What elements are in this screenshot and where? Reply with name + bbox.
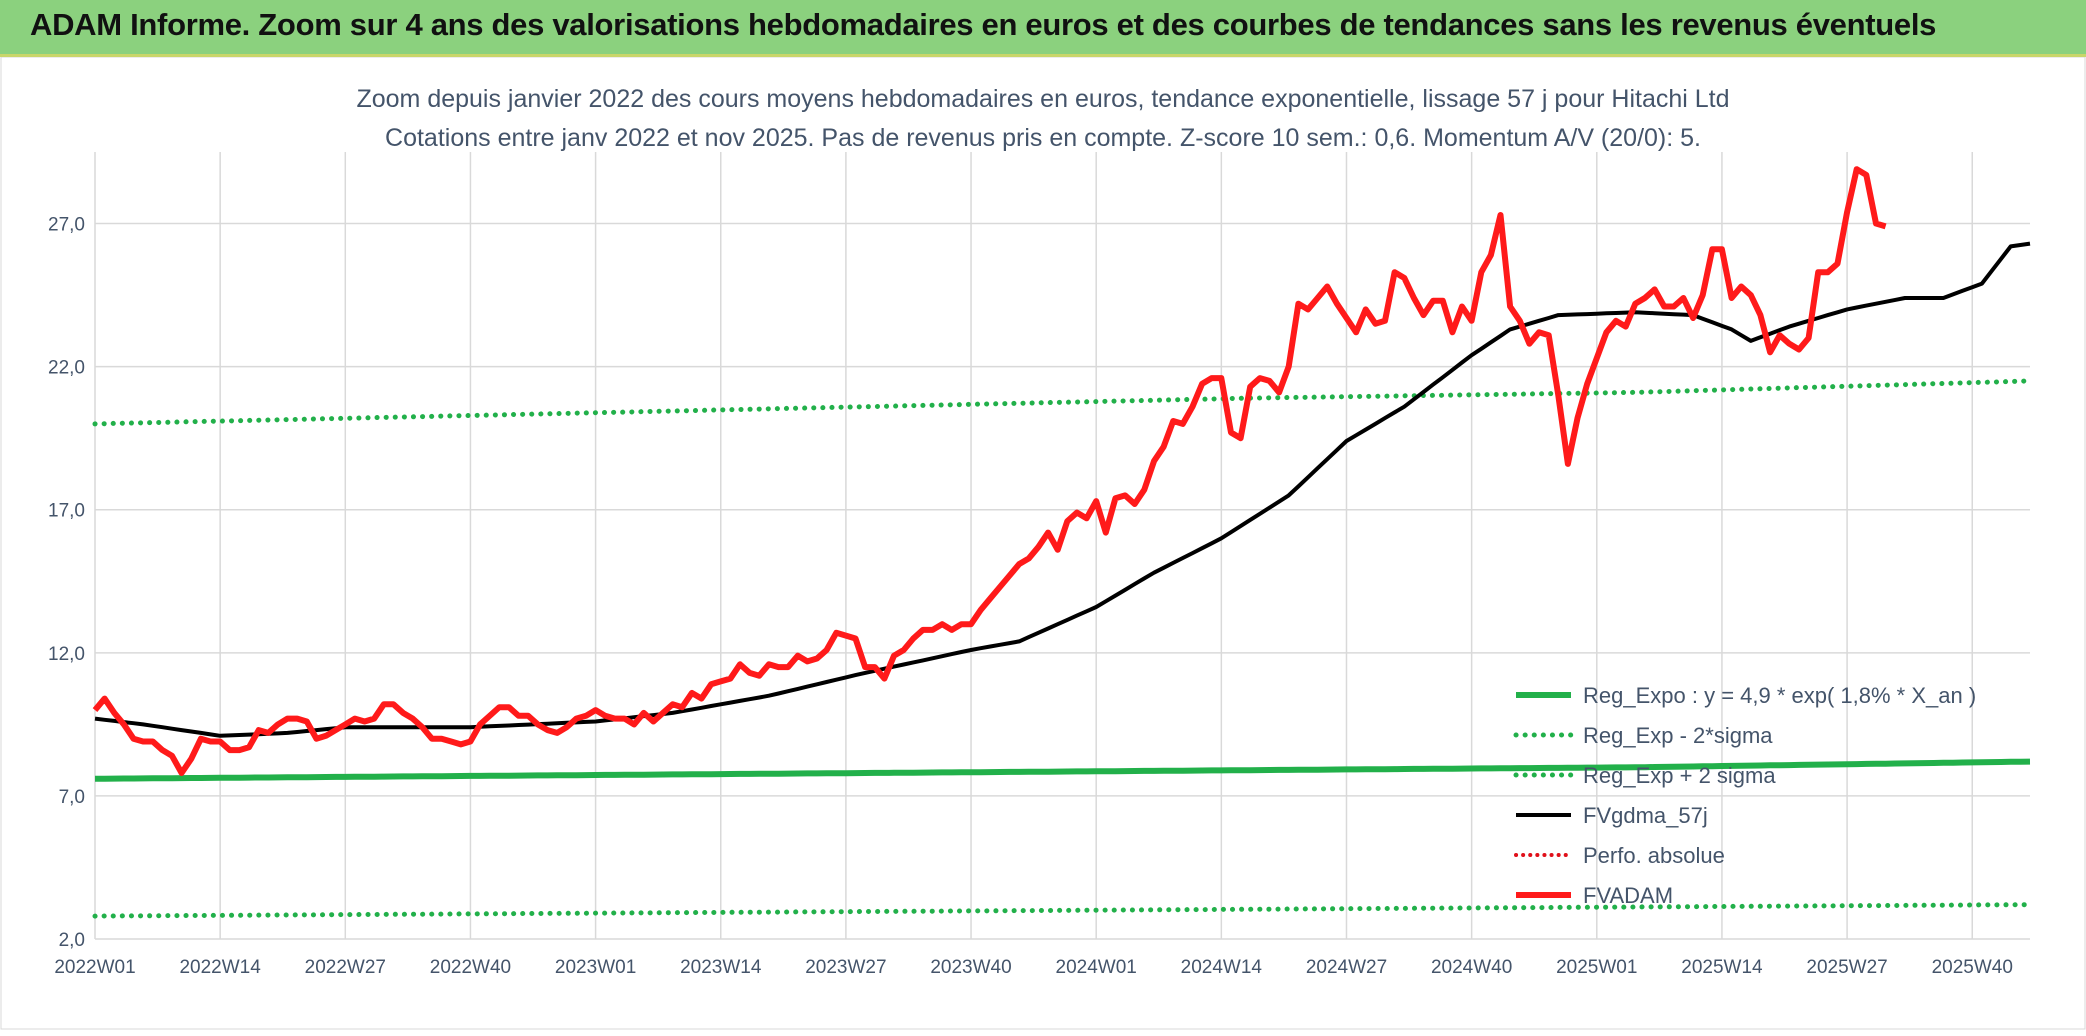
legend-label: Perfo. absolue: [1583, 843, 1725, 868]
series-line-fvadam: [92, 166, 1887, 776]
x-tick-label: 2025W40: [1932, 957, 2013, 978]
legend: Reg_Expo : y = 4,9 * exp( 1,8% * X_an ) R…: [1513, 683, 1976, 908]
x-tick-label: 2023W27: [805, 957, 886, 978]
y-tick-label: 27,0: [48, 215, 85, 236]
legend-label: Reg_Expo : y = 4,9 * exp( 1,8% * X_an ): [1583, 683, 1976, 708]
chart-area: Zoom depuis janvier 2022 des cours moyen…: [0, 56, 2086, 1031]
x-tick-label: 2022W14: [179, 957, 261, 978]
series-group: [92, 166, 2033, 919]
y-tick-label: 7,0: [59, 787, 85, 808]
x-tick-label: 2022W01: [54, 957, 135, 978]
y-tick-label: 22,0: [48, 358, 85, 379]
legend-label: FVADAM: [1583, 883, 1673, 908]
series-line-reg-expo-y-4-9-exp-1-8-x-an: [95, 758, 2031, 782]
series-line-fvgdma-57j: [94, 241, 2031, 738]
x-tick-label: 2024W27: [1306, 957, 1387, 978]
legend-label: Reg_Exp - 2*sigma: [1583, 723, 1773, 748]
x-tick-label: 2025W01: [1556, 957, 1637, 978]
legend-label: FVgdma_57j: [1583, 803, 1708, 828]
header-banner: ADAM Informe. Zoom sur 4 ans des valoris…: [0, 0, 2086, 57]
x-tick-label: 2025W27: [1806, 957, 1887, 978]
x-tick-label: 2025W14: [1681, 957, 1763, 978]
y-axis: 2,0 7,0 12,0 17,0 22,0 27,0: [48, 215, 85, 951]
x-tick-label: 2022W40: [430, 957, 511, 978]
chart-subtitle: Cotations entre janv 2022 et nov 2025. P…: [385, 124, 1701, 152]
x-axis: 2022W01 2022W14 2022W27 2022W40 2023W01 2023W…: [54, 957, 2013, 978]
chart-title: Zoom depuis janvier 2022 des cours moyen…: [356, 85, 1729, 113]
x-tick-label: 2024W14: [1181, 957, 1263, 978]
line-chart: Zoom depuis janvier 2022 des cours moyen…: [0, 56, 2086, 1030]
series-line-reg-exp-2-sigma: [92, 902, 2033, 919]
banner-title: ADAM Informe. Zoom sur 4 ans des valoris…: [30, 7, 1937, 42]
x-tick-label: 2023W40: [930, 957, 1011, 978]
x-tick-label: 2024W40: [1431, 957, 1512, 978]
x-tick-label: 2023W14: [680, 957, 762, 978]
y-tick-label: 2,0: [59, 930, 85, 951]
series-line-reg-exp-2-sigma: [92, 378, 2033, 427]
y-tick-label: 17,0: [48, 501, 85, 522]
gridlines: [94, 152, 2030, 940]
x-tick-label: 2023W01: [555, 957, 636, 978]
y-tick-label: 12,0: [48, 644, 85, 665]
x-tick-label: 2024W01: [1056, 957, 1137, 978]
x-tick-label: 2022W27: [305, 957, 386, 978]
legend-label: Reg_Exp + 2 sigma: [1583, 763, 1776, 788]
